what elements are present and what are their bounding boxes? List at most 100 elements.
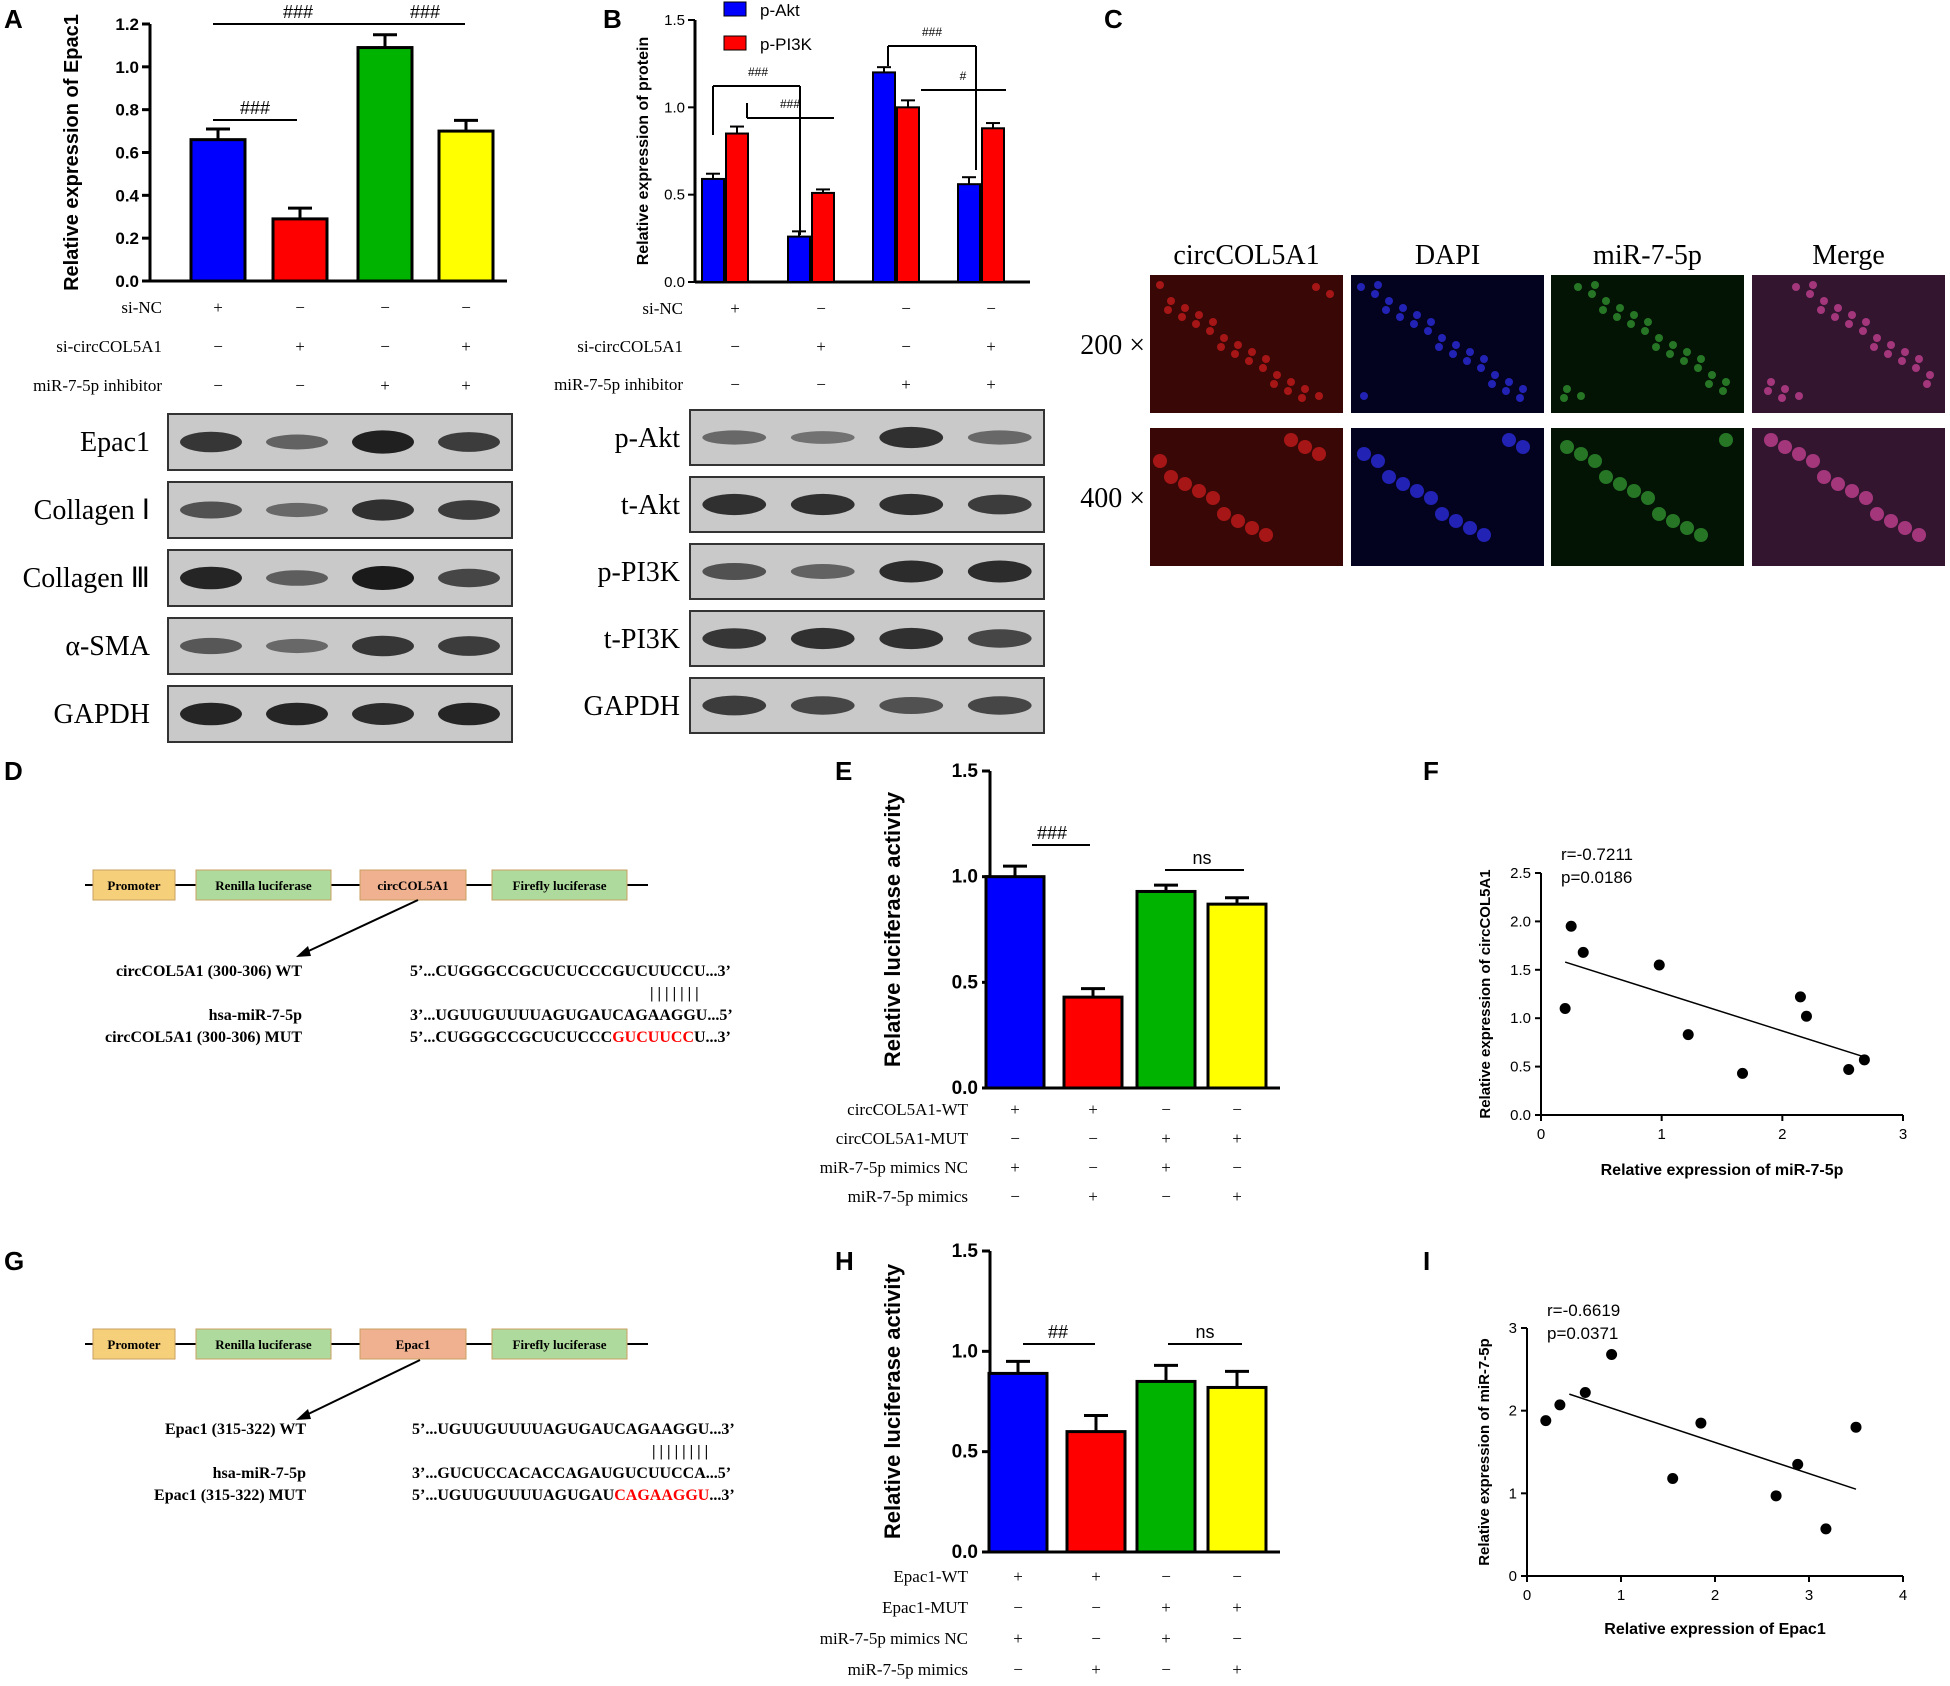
condition-sign: − [1161,1100,1171,1119]
y-tick-label: 1.0 [952,867,978,888]
condition-sign: − [1232,1629,1242,1648]
micrograph-cell [1357,447,1371,461]
y-tick-label: 0.0 [664,274,685,291]
condition-sign: − [816,375,826,394]
sequence-label: circCOL5A1 (300-306) MUT [105,1029,302,1046]
bar-chart-h: 0.0 0.5 1.0 1.5 Relative luciferase activity… [820,1241,1280,1679]
micrograph-cell [1284,387,1292,395]
condition-label: Epac1-WT [893,1567,968,1586]
micrograph-cell [1901,348,1909,356]
micrograph-cell [1452,341,1460,349]
y-tick-label: 0.5 [1510,1059,1531,1076]
y-tick-label: 1.5 [952,1241,979,1262]
sequence-label: circCOL5A1 (300-306) WT [116,963,302,980]
micrograph-cell [1270,380,1278,388]
micrograph-image [1551,275,1744,413]
scatter-point [1554,1399,1566,1411]
blot-band [438,636,500,656]
micrograph-cell [1374,281,1382,289]
micrograph-cell [1627,484,1641,498]
x-tick-label: 2 [1778,1126,1786,1143]
condition-sign: + [461,337,471,356]
blot-band [180,431,242,453]
micrograph-cell [1424,491,1438,505]
significance-label: ### [410,2,440,22]
micrograph-cell [1884,350,1892,358]
y-axis-label: Relative luciferase activity [880,1263,905,1539]
construct-arrow [299,1359,421,1419]
blot-label: t-PI3K [604,624,680,655]
significance-label: ### [283,2,313,22]
scatter-point [1653,959,1665,971]
x-tick-label: 3 [1899,1126,1907,1143]
condition-sign: + [1161,1598,1171,1617]
micrograph-cell [1680,357,1688,365]
y-tick-label: 1.0 [952,1341,978,1362]
micrograph-cell [1666,514,1680,528]
micrograph-cell [1781,385,1789,393]
sequence-label: hsa-miR-7-5p [213,1465,306,1482]
condition-label: circCOL5A1-WT [847,1100,968,1119]
micrograph-cell [1778,440,1792,454]
construct-box [195,869,332,901]
blot-a-3 [167,617,513,675]
condition-sign: − [380,337,390,356]
micrograph-cell [1477,528,1491,542]
condition-sign: + [986,375,996,394]
condition-sign: − [1161,1567,1171,1586]
condition-label: si-NC [642,299,683,318]
micrograph-cell [1887,341,1895,349]
micrograph-cell [1602,297,1610,305]
x-axis-label: Relative expression of miR-7-5p [1601,1162,1844,1179]
x-tick-label: 4 [1899,1587,1907,1604]
y-tick-label: 1.2 [115,15,139,34]
construct-box [359,1328,467,1360]
blot-a-2 [167,549,513,607]
micrograph-cell [1915,355,1923,363]
condition-sign: + [1088,1187,1098,1206]
micrograph-cell [1284,433,1298,447]
panel-letter-d: D [4,756,23,786]
significance-label: ### [922,25,942,39]
sequence-text: 5’...CUGGGCCGCUCUCCCGUCUUCCU...3’ [410,963,731,980]
micrograph-cell [1848,311,1856,319]
construct-box-label: Renilla luciferase [215,878,312,893]
construct-arrow [299,899,419,956]
blot-band [180,566,242,590]
micrograph-cell [1926,371,1934,379]
sequences-g: Epac1 (315-322) WT 5’...UGUUGUUUUAGUGAUCA… [154,1421,735,1504]
significance-label: ### [748,65,768,79]
micrograph-cell [1209,318,1217,326]
scatter-point [1682,1029,1694,1041]
construct-box [92,869,176,901]
micrograph-cell [1873,334,1881,342]
condition-label: si-NC [121,298,162,317]
y-tick-label: 1.5 [952,761,979,782]
micrograph-cell [1644,318,1652,326]
micrograph-cell [1371,290,1379,298]
micrograph-cell [1315,392,1323,400]
condition-sign: + [1091,1567,1101,1586]
bar [1065,1430,1127,1554]
bar-chart-e: 0.0 0.5 1.0 1.5 Relative luciferase activity… [820,761,1280,1206]
micrograph-cell [1167,297,1175,305]
micrograph-image [1351,275,1544,413]
x-tick-label: 1 [1657,1126,1665,1143]
condition-sign: − [1091,1629,1101,1648]
blot-band [180,637,242,655]
micrograph-cell [1792,447,1806,461]
micrograph-cell [1859,327,1867,335]
construct-box-label: Promoter [107,1337,160,1352]
blot-b-3 [689,610,1045,667]
micrograph-cell [1206,491,1220,505]
y-tick-label: 0.6 [115,144,139,163]
micrograph-cell [1588,454,1602,468]
micrograph-cell [1298,394,1306,402]
scatter-point [1695,1417,1707,1429]
blot-band [266,570,328,586]
x-tick-label: 0 [1537,1126,1545,1143]
construct-box [491,1328,628,1360]
arrow-head [296,1409,311,1420]
blot-band [790,696,855,715]
micrograph-cell [1164,306,1172,314]
